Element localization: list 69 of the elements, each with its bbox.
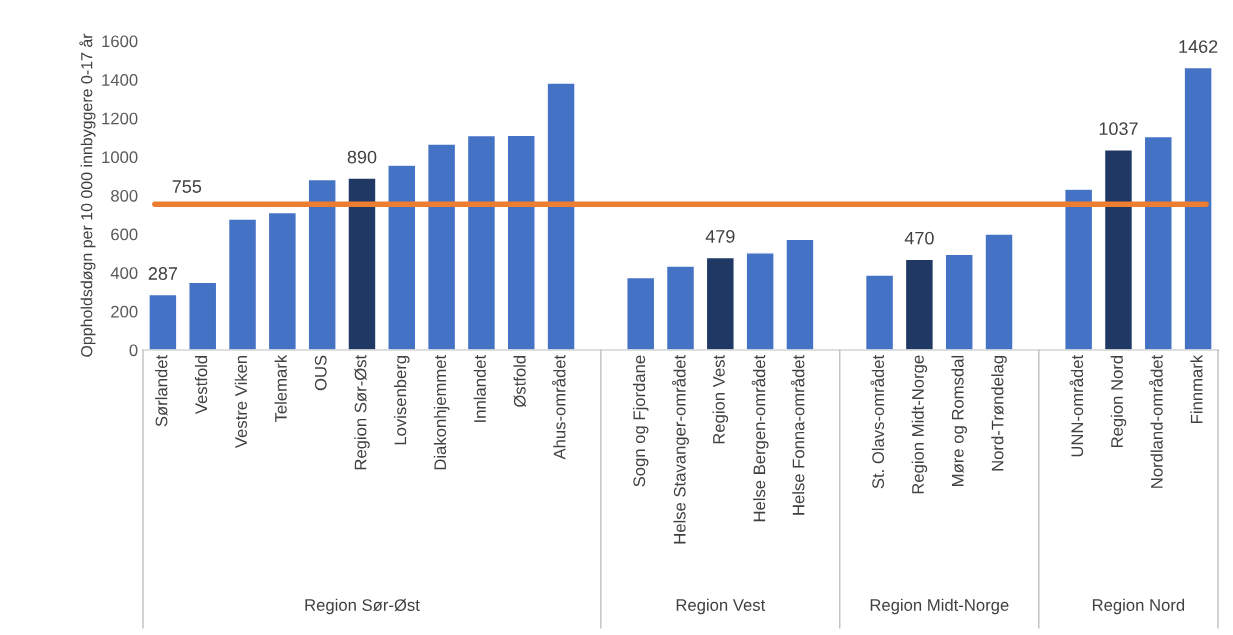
bar — [745, 252, 775, 350]
bar — [1103, 149, 1134, 350]
bar — [1143, 135, 1173, 350]
text: Region Vest — [676, 598, 766, 615]
x-tick-label: Region Nord — [1110, 355, 1127, 448]
text: Region Sør-Øst — [305, 598, 420, 615]
x-tick-label: Sogn og Fjordane — [632, 355, 649, 487]
x-tick-label: UNN-området — [1069, 354, 1084, 457]
bar — [1183, 66, 1213, 350]
x-tick-label: Vestre Viken — [234, 355, 248, 449]
bar — [347, 177, 377, 350]
data-label: 1462 — [1179, 40, 1218, 53]
x-tick-label: Helse Stavanger-området — [672, 354, 689, 544]
text: Region Midt-Norge — [870, 598, 1009, 615]
bar — [426, 143, 457, 350]
data-label: 890 — [347, 150, 377, 164]
bar — [864, 274, 895, 350]
bar — [188, 281, 218, 350]
y-axis-title: Oppholdsdøgn per 10 000 innbyggere 0-17 år — [79, 33, 96, 357]
bar — [307, 178, 337, 350]
data-label: 287 — [148, 267, 178, 280]
y-tick-label: 1600 — [102, 35, 138, 48]
data-label: 470 — [904, 231, 934, 245]
bar — [984, 233, 1014, 350]
x-tick-label: Østfold — [513, 355, 526, 408]
x-tick-label: Lovisenberg — [394, 355, 410, 445]
y-tick-label: 800 — [111, 189, 138, 202]
x-tick-label: Finnmark — [1190, 354, 1203, 423]
bar — [785, 238, 815, 350]
x-tick-label: Nordland-området — [1149, 354, 1163, 488]
x-tick-label: Vestfold — [194, 355, 208, 415]
x-tick-label: Helse Fonna-området — [790, 354, 805, 515]
x-tick-label: Innlandet — [473, 354, 486, 422]
bar — [148, 293, 178, 350]
bar — [904, 258, 935, 350]
y-tick-label: 200 — [111, 305, 138, 318]
text: Region Nord — [1092, 598, 1185, 615]
x-tick-label: Region Vest — [712, 354, 729, 444]
x-tick-label: Møre og Romsdal — [951, 355, 967, 486]
bar — [1064, 188, 1094, 350]
y-tick-label: 1200 — [102, 112, 138, 125]
y-tick-label: 1000 — [102, 151, 138, 164]
y-tick-label: 1400 — [102, 74, 138, 86]
x-tick-label: Telemark — [274, 354, 287, 423]
x-tick-label: Ahus-området — [551, 354, 566, 460]
y-tick-label: 0 — [129, 344, 138, 357]
bar — [944, 253, 974, 350]
y-tick-label: 400 — [110, 267, 138, 279]
x-tick-label: Nord-Trøndelag — [991, 355, 1007, 471]
bar — [546, 82, 576, 350]
bar — [626, 276, 656, 350]
x-tick-label: Sørlandet — [155, 354, 168, 427]
bar — [387, 164, 417, 350]
x-tick-label: Helse Bergen-området — [751, 354, 769, 522]
x-tick-label: Diakonhjemmet — [433, 354, 450, 470]
bar — [267, 211, 297, 350]
ref-line-label: 755 — [172, 180, 202, 193]
bar — [506, 134, 536, 350]
data-label: 479 — [705, 230, 735, 243]
x-tick-label: Region Sør-Øst — [354, 354, 370, 470]
x-tick-label: St. Olavs-området — [870, 354, 885, 489]
y-tick-label: 600 — [111, 228, 138, 241]
bar — [705, 256, 735, 350]
bar — [227, 218, 258, 350]
bar — [466, 134, 497, 350]
bar — [665, 265, 696, 350]
data-label: 1037 — [1099, 122, 1138, 136]
x-tick-label: Region Midt-Norge — [911, 355, 928, 494]
x-tick-label: OUS — [314, 355, 327, 391]
